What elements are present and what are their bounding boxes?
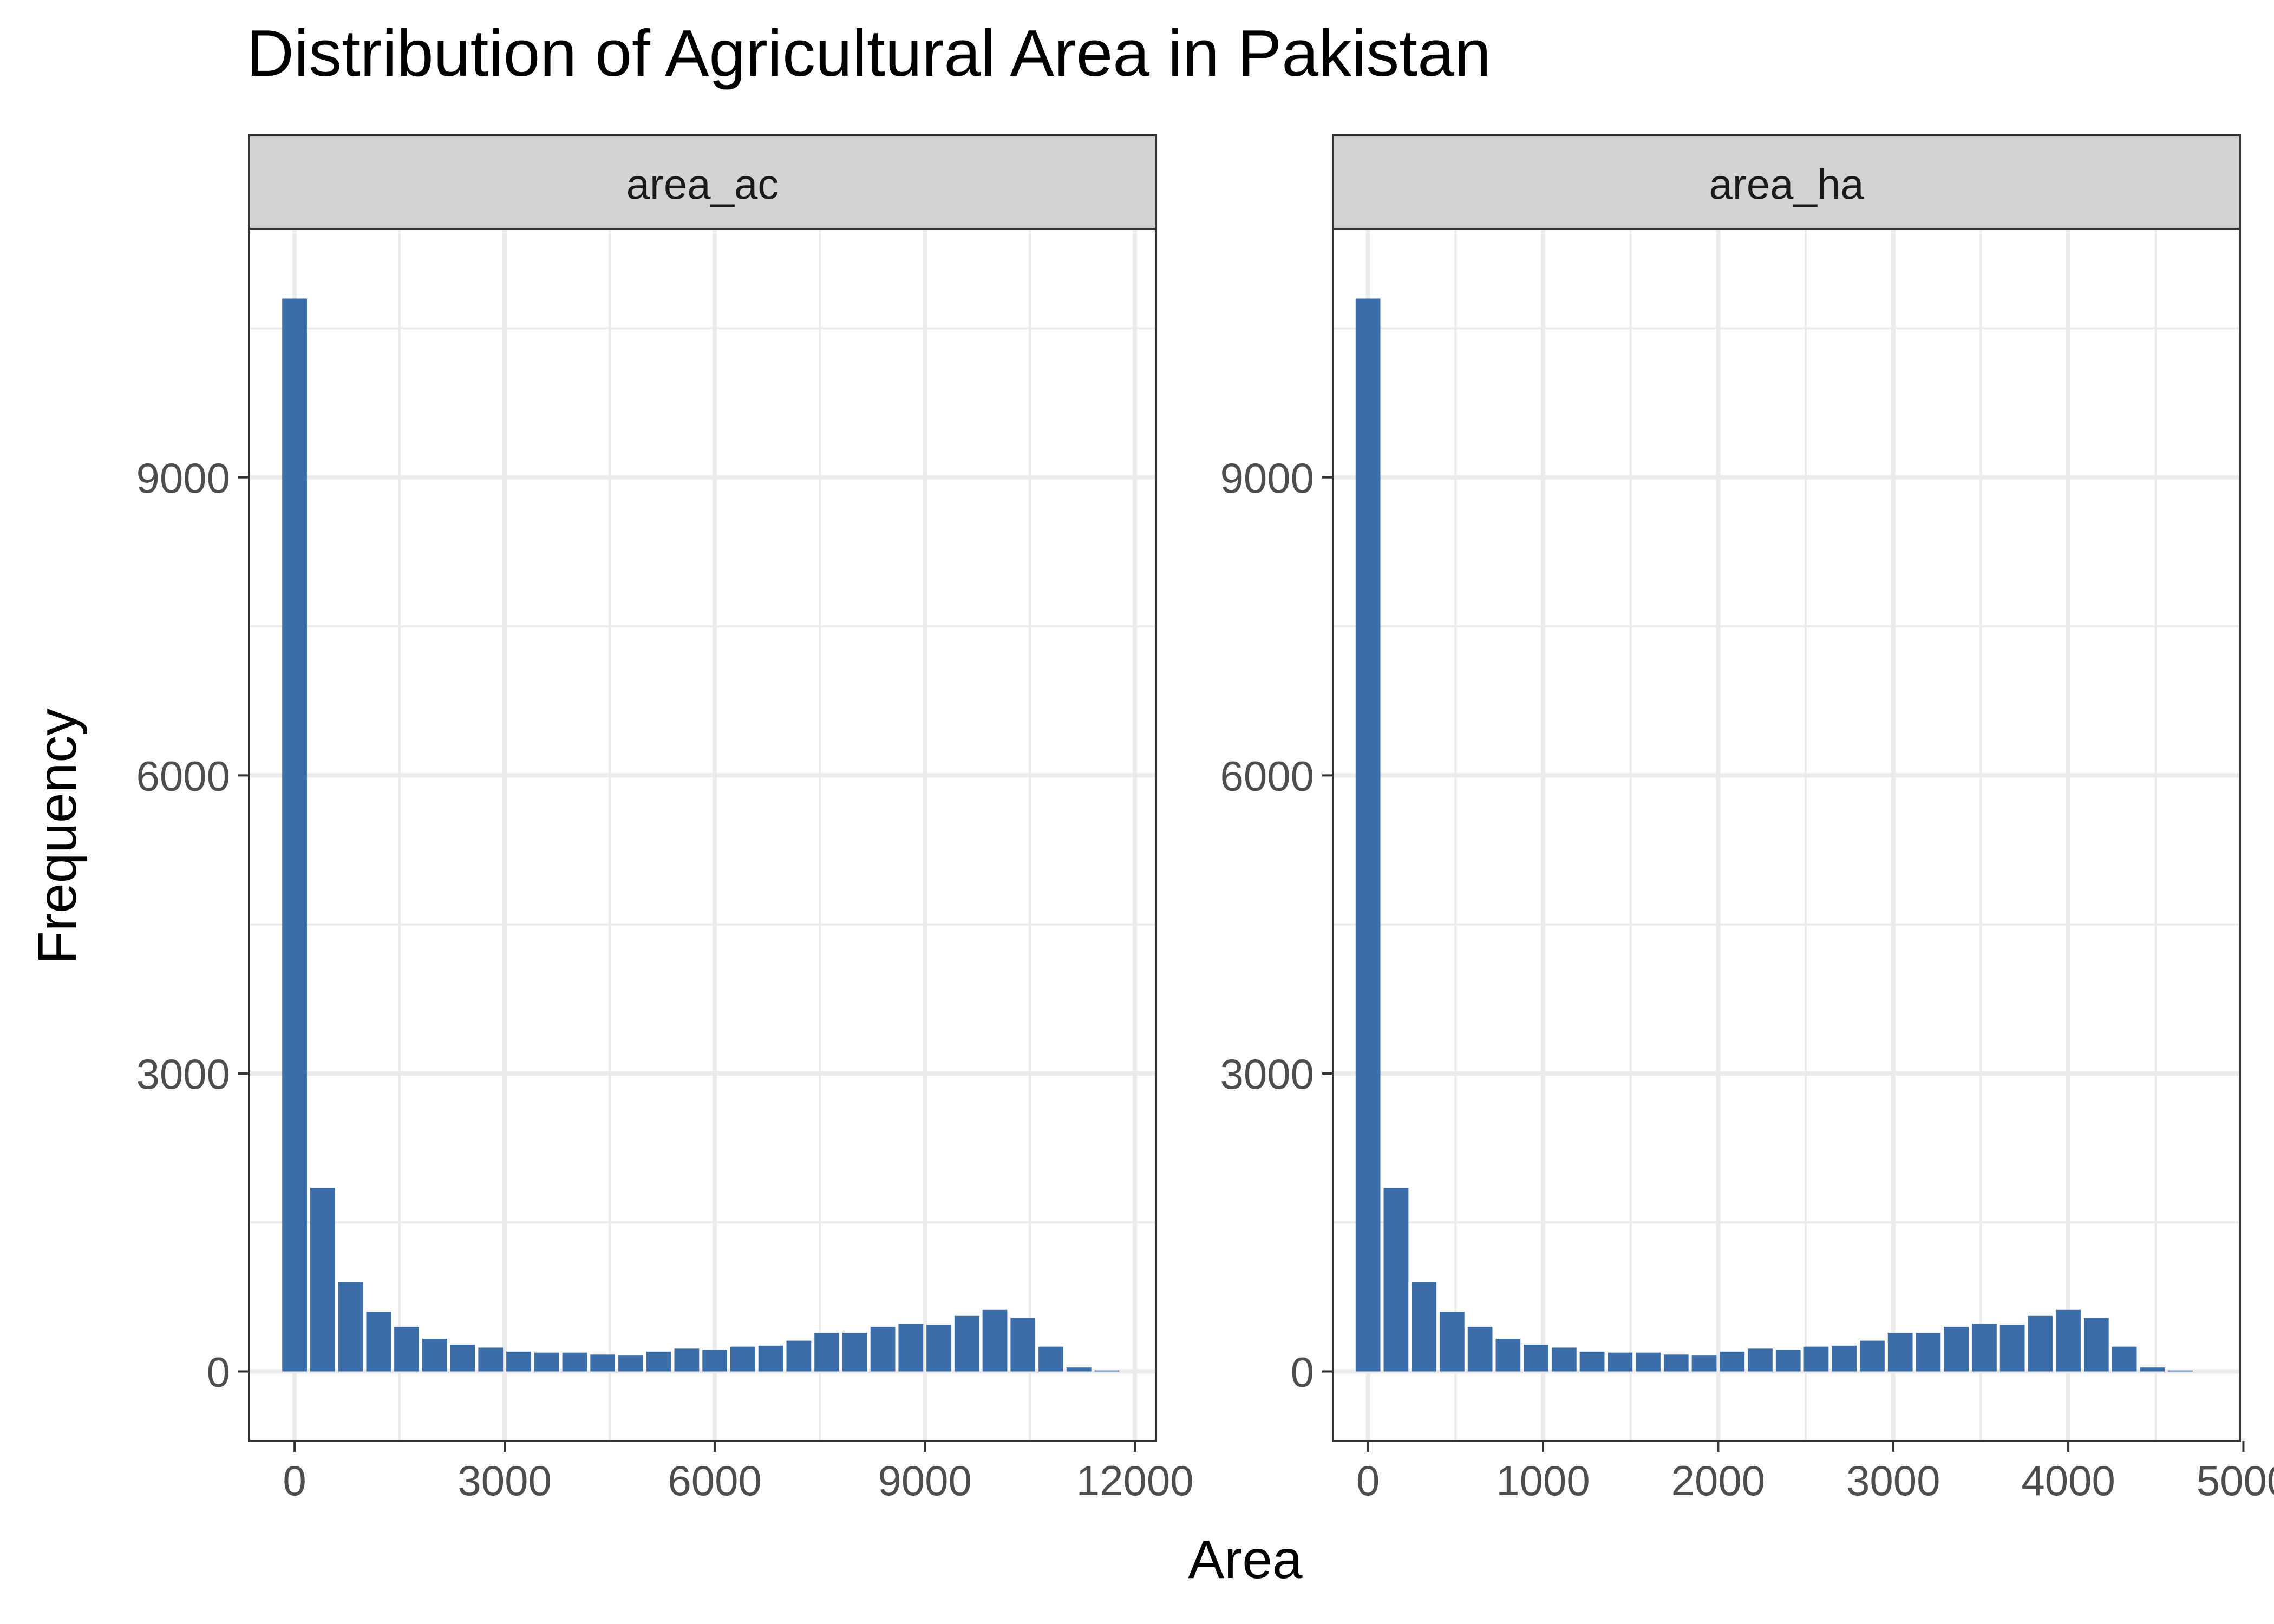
bar bbox=[1355, 298, 1381, 1372]
x-tick-label: 4000 bbox=[2021, 1457, 2115, 1504]
bar bbox=[1010, 1318, 1036, 1372]
bar bbox=[702, 1350, 728, 1372]
bar bbox=[422, 1338, 447, 1372]
bar bbox=[898, 1324, 924, 1372]
bar bbox=[674, 1348, 700, 1372]
bar bbox=[506, 1351, 531, 1372]
bar bbox=[730, 1346, 755, 1372]
bar bbox=[954, 1315, 979, 1372]
bar bbox=[758, 1345, 783, 1372]
bar bbox=[2056, 1309, 2081, 1372]
y-tick-label: 9000 bbox=[1220, 454, 1314, 502]
bar bbox=[1999, 1325, 2025, 1372]
bar bbox=[2083, 1318, 2109, 1372]
bar bbox=[2168, 1370, 2193, 1372]
y-tick-label: 9000 bbox=[136, 454, 230, 502]
bar bbox=[1916, 1332, 1941, 1372]
bar bbox=[1066, 1367, 1092, 1372]
bar bbox=[646, 1351, 671, 1372]
bar bbox=[1608, 1352, 1633, 1372]
bar bbox=[478, 1347, 504, 1372]
bar bbox=[562, 1352, 587, 1372]
bar bbox=[1467, 1326, 1493, 1372]
facet-strip-label: area_ac bbox=[626, 160, 779, 208]
bar bbox=[982, 1309, 1008, 1372]
y-tick-label: 0 bbox=[1291, 1348, 1314, 1396]
facet-strip bbox=[1332, 134, 2241, 230]
panel-background bbox=[1333, 229, 2240, 1441]
bar bbox=[814, 1332, 839, 1372]
bar bbox=[618, 1355, 643, 1372]
bar bbox=[1524, 1344, 1548, 1372]
bar bbox=[338, 1282, 363, 1372]
bar bbox=[1691, 1355, 1717, 1372]
bar bbox=[282, 298, 307, 1372]
x-tick-label: 3000 bbox=[1846, 1457, 1940, 1504]
bar bbox=[870, 1326, 896, 1372]
bar bbox=[1887, 1332, 1913, 1372]
bar bbox=[926, 1325, 951, 1372]
y-tick-label: 3000 bbox=[136, 1050, 230, 1098]
bar bbox=[1495, 1338, 1521, 1372]
x-tick-label: 0 bbox=[1356, 1457, 1380, 1504]
bar bbox=[1579, 1351, 1605, 1372]
y-tick-label: 3000 bbox=[1220, 1050, 1314, 1098]
y-tick-label: 0 bbox=[207, 1348, 230, 1396]
bar bbox=[1663, 1354, 1689, 1372]
bar bbox=[2112, 1346, 2137, 1372]
bar bbox=[1383, 1188, 1409, 1372]
panel-background bbox=[249, 229, 1156, 1441]
y-tick-label: 6000 bbox=[136, 752, 230, 800]
bar bbox=[1860, 1340, 1885, 1372]
x-tick-label: 1000 bbox=[1496, 1457, 1590, 1504]
bar bbox=[1832, 1345, 1857, 1372]
y-axis-label: Frequency bbox=[27, 709, 88, 964]
y-tick-label: 6000 bbox=[1220, 752, 1314, 800]
bar bbox=[1720, 1351, 1745, 1372]
bar bbox=[1775, 1350, 1801, 1372]
bar-series bbox=[1355, 298, 2193, 1372]
x-tick-label: 6000 bbox=[668, 1457, 762, 1504]
bar bbox=[1972, 1324, 1997, 1372]
bar bbox=[842, 1332, 867, 1372]
x-tick-label: 5000 bbox=[2197, 1457, 2274, 1504]
bar-series bbox=[282, 298, 1120, 1372]
bar bbox=[534, 1352, 559, 1372]
bar bbox=[590, 1354, 616, 1372]
bar bbox=[394, 1326, 419, 1372]
x-tick-label: 9000 bbox=[878, 1457, 972, 1504]
bar bbox=[786, 1340, 812, 1372]
x-tick-label: 2000 bbox=[1671, 1457, 1766, 1504]
bar bbox=[310, 1188, 335, 1372]
bar bbox=[1636, 1352, 1661, 1372]
bar bbox=[1748, 1348, 1773, 1372]
bar bbox=[1412, 1282, 1437, 1372]
x-tick-label: 3000 bbox=[458, 1457, 552, 1504]
facet-strip bbox=[248, 134, 1157, 230]
bar bbox=[1038, 1346, 1063, 1372]
panel-area_ac: area_ac 0 3000 6000 9000 0 3000 6000 9000 12000 bbox=[136, 134, 1194, 1504]
bar bbox=[2140, 1367, 2165, 1372]
facet-strip-label: area_ha bbox=[1709, 160, 1864, 208]
bar bbox=[366, 1312, 391, 1372]
x-axis-label: Area bbox=[1188, 1529, 1303, 1590]
bar bbox=[1094, 1370, 1120, 1372]
bar bbox=[1551, 1347, 1577, 1372]
bar bbox=[450, 1344, 475, 1372]
x-tick-label: 0 bbox=[283, 1457, 306, 1504]
x-tick-label: 12000 bbox=[1076, 1457, 1194, 1504]
bar bbox=[1944, 1326, 1969, 1372]
chart-title: Distribution of Agricultural Area in Pak… bbox=[246, 16, 1491, 90]
bar bbox=[2028, 1315, 2053, 1372]
bar bbox=[1803, 1346, 1829, 1372]
panel-area_ha: area_ha 0 3000 6000 9000 0 1000 2000 3000 4000 500… bbox=[1220, 134, 2274, 1504]
bar bbox=[1440, 1312, 1465, 1372]
